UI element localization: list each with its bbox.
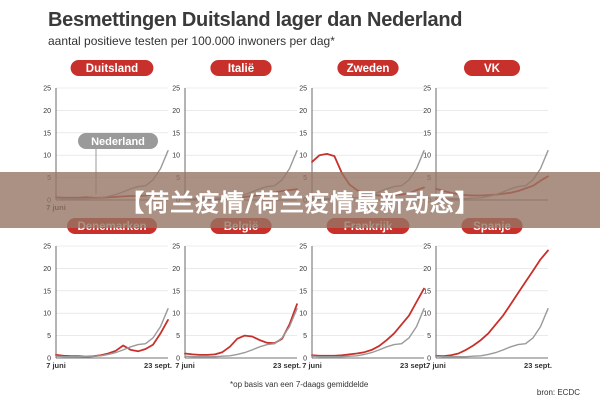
y-tick-label: 15 bbox=[43, 130, 51, 137]
y-tick-label: 20 bbox=[43, 108, 51, 115]
y-tick-label: 15 bbox=[423, 288, 431, 295]
y-tick-label: 20 bbox=[172, 266, 180, 273]
panel-title: Duitsland bbox=[86, 63, 138, 75]
panel-title-pill bbox=[337, 60, 399, 76]
series-line-country bbox=[311, 287, 425, 357]
y-tick-label: 10 bbox=[43, 311, 51, 318]
y-tick-label: 20 bbox=[43, 266, 51, 273]
x-start-label: 7 juni bbox=[302, 361, 322, 370]
y-tick-label: 20 bbox=[423, 108, 431, 115]
y-tick-label: 25 bbox=[299, 86, 307, 93]
y-tick-label: 0 bbox=[47, 356, 51, 363]
series-line-country bbox=[55, 318, 169, 358]
series-line-nederland bbox=[55, 308, 169, 358]
y-tick-label: 25 bbox=[172, 86, 180, 93]
annotation-label: Nederland bbox=[91, 136, 145, 148]
series-line-country bbox=[184, 303, 298, 356]
page-title: Besmettingen Duitsland lager dan Nederla… bbox=[48, 9, 463, 31]
y-tick-label: 20 bbox=[172, 108, 180, 115]
y-tick-label: 10 bbox=[423, 153, 431, 160]
y-tick-label: 15 bbox=[172, 288, 180, 295]
y-tick-label: 10 bbox=[43, 153, 51, 160]
series-line-nederland bbox=[184, 308, 298, 358]
x-end-label: 23 sept. bbox=[144, 361, 172, 370]
page-subtitle: aantal positieve testen per 100.000 inwo… bbox=[48, 34, 335, 48]
series-line-country bbox=[435, 249, 549, 358]
y-tick-label: 15 bbox=[43, 288, 51, 295]
y-tick-label: 10 bbox=[299, 311, 307, 318]
y-tick-label: 10 bbox=[172, 311, 180, 318]
y-tick-label: 20 bbox=[423, 266, 431, 273]
y-tick-label: 0 bbox=[176, 356, 180, 363]
panel-title-pill bbox=[210, 60, 272, 76]
y-tick-label: 0 bbox=[427, 356, 431, 363]
x-end-label: 23 sept. bbox=[524, 361, 552, 370]
panel-title-pill bbox=[70, 60, 154, 76]
banner-text: 【荷兰疫情/荷兰疫情最新动态】 bbox=[120, 188, 480, 217]
footnote: *op basis van een 7-daags gemiddelde bbox=[230, 380, 369, 389]
y-tick-label: 20 bbox=[299, 108, 307, 115]
y-tick-label: 5 bbox=[176, 333, 180, 340]
y-tick-label: 0 bbox=[303, 356, 307, 363]
y-tick-label: 5 bbox=[427, 333, 431, 340]
y-tick-label: 15 bbox=[299, 130, 307, 137]
panel-title-pill bbox=[464, 60, 520, 76]
series-line-nederland bbox=[311, 308, 425, 358]
y-tick-label: 15 bbox=[172, 130, 180, 137]
x-start-label: 7 juni bbox=[175, 361, 195, 370]
y-tick-label: 25 bbox=[423, 244, 431, 251]
panel-title: Italië bbox=[228, 63, 254, 75]
x-end-label: 23 sept. bbox=[273, 361, 301, 370]
y-tick-label: 25 bbox=[299, 244, 307, 251]
y-tick-label: 5 bbox=[303, 333, 307, 340]
overlay-banner: 【荷兰疫情/荷兰疫情最新动态】 bbox=[0, 172, 600, 228]
x-start-label: 7 juni bbox=[426, 361, 446, 370]
y-tick-label: 10 bbox=[172, 153, 180, 160]
series-line-nederland bbox=[435, 308, 549, 358]
source-credit: bron: ECDC bbox=[536, 388, 580, 397]
chart-header: Besmettingen Duitsland lager dan Nederla… bbox=[48, 8, 588, 48]
y-tick-label: 25 bbox=[43, 244, 51, 251]
y-tick-label: 20 bbox=[299, 266, 307, 273]
y-tick-label: 25 bbox=[172, 244, 180, 251]
y-tick-label: 15 bbox=[423, 130, 431, 137]
x-start-label: 7 juni bbox=[46, 361, 66, 370]
y-tick-label: 5 bbox=[47, 333, 51, 340]
y-tick-label: 25 bbox=[423, 86, 431, 93]
panel-title: Zweden bbox=[347, 63, 390, 75]
y-tick-label: 25 bbox=[43, 86, 51, 93]
panel-title: VK bbox=[484, 63, 501, 75]
x-end-label: 23 sept. bbox=[400, 361, 428, 370]
y-tick-label: 10 bbox=[299, 153, 307, 160]
y-tick-label: 10 bbox=[423, 311, 431, 318]
annotation-pill bbox=[78, 133, 158, 149]
y-tick-label: 15 bbox=[299, 288, 307, 295]
